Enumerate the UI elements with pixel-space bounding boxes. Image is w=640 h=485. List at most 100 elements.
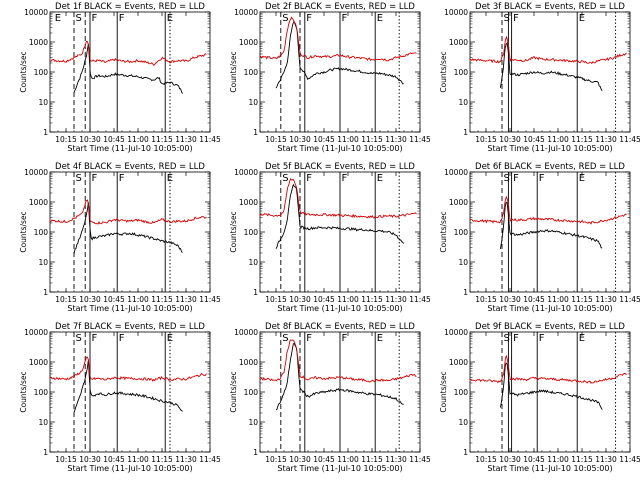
events-series-line [499,42,603,92]
y-tick-label: 100 [244,388,259,397]
y-tick-label: 1 [463,288,468,297]
x-tick-label: 10:30 [499,455,521,464]
y-tick-label: 1000 [29,358,48,367]
event-marker-label: S [504,333,510,344]
lld-series-line [259,16,417,62]
x-tick-label: 10:45 [313,455,335,464]
x-tick-label: 11:15 [571,455,593,464]
x-tick-label: 11:15 [571,295,593,304]
panel: Det 8f BLACK = Events, RED = LLD 1 10 100 10… [229,322,431,473]
y-axis-label: Counts/sec [229,51,238,92]
x-tick-label: 11:00 [337,455,359,464]
y-tick-label: 100 [454,228,469,237]
x-tick-label: 10:30 [289,455,311,464]
x-axis-label: Start Time (11-Jul-10 10:05:00) [67,304,192,313]
plot-frame [469,171,631,293]
x-tick-label: 10:45 [103,455,125,464]
event-marker-label: E [377,173,383,184]
x-axis-label: Start Time (11-Jul-10 10:05:00) [67,464,192,473]
x-tick-label: 10:30 [499,135,521,144]
x-tick-label: 11:00 [337,135,359,144]
events-series-line [73,202,183,255]
y-tick-label: 10000 [444,168,468,177]
panel: Det 5f BLACK = Events, RED = LLD 1 10 100 10… [229,162,431,313]
x-tick-label: 11:00 [337,295,359,304]
event-marker-label: F [513,13,519,24]
y-tick-label: 10 [458,418,468,427]
x-tick-label: 10:30 [499,295,521,304]
y-tick-label: 10 [458,98,468,107]
event-marker-label: S [76,13,82,24]
y-tick-label: 1 [253,448,258,457]
x-tick-label: 11:30 [385,135,407,144]
y-tick-label: 10 [248,98,258,107]
x-axis-label: Start Time (11-Jul-10 10:05:00) [487,464,612,473]
y-tick-label: 10000 [234,168,258,177]
panel-title: Det 5f BLACK = Events, RED = LLD [265,162,415,172]
x-axis-label: Start Time (11-Jul-10 10:05:00) [487,144,612,153]
x-tick-label: 10:15 [55,455,77,464]
x-tick-label: 11:30 [175,135,197,144]
x-axis-label: Start Time (11-Jul-10 10:05:00) [487,304,612,313]
y-tick-label: 100 [244,68,259,77]
panel: Det 1f BLACK = Events, RED = LLD 1 10 100 10… [19,2,221,153]
x-axis-label: Start Time (11-Jul-10 10:05:00) [277,144,402,153]
y-tick-label: 10 [38,418,48,427]
x-tick-label: 10:45 [523,455,545,464]
events-series-line [499,201,603,249]
y-tick-label: 100 [244,228,259,237]
event-marker-label: S [282,333,288,344]
events-series-line [73,43,183,94]
panel-title: Det 9f BLACK = Events, RED = LLD [475,322,625,332]
panel-title: Det 6f BLACK = Events, RED = LLD [475,162,625,172]
event-marker-label: S [504,13,510,24]
panel-title: Det 8f BLACK = Events, RED = LLD [265,322,415,332]
x-tick-label: 11:45 [199,455,221,464]
x-tick-label: 11:30 [175,455,197,464]
x-tick-label: 10:45 [313,295,335,304]
x-tick-label: 11:15 [151,295,173,304]
y-tick-label: 1 [43,448,48,457]
event-marker-label: E [55,13,61,24]
y-tick-label: 1 [463,128,468,137]
y-tick-label: 1 [43,128,48,137]
x-axis-label: Start Time (11-Jul-10 10:05:00) [67,144,192,153]
x-tick-label: 10:45 [523,295,545,304]
x-tick-label: 11:15 [151,455,173,464]
lld-series-line [469,354,627,384]
y-axis-label: Counts/sec [229,211,238,252]
y-tick-label: 100 [34,68,49,77]
x-tick-label: 10:45 [103,295,125,304]
panel: Det 4f BLACK = Events, RED = LLD 1 10 100 10… [19,162,221,313]
event-marker-label: F [306,13,312,24]
y-tick-label: 10 [38,98,48,107]
y-tick-label: 1000 [239,198,258,207]
x-tick-label: 11:00 [127,455,149,464]
x-tick-label: 11:30 [175,295,197,304]
y-tick-label: 10000 [444,8,468,17]
x-tick-label: 10:15 [475,135,497,144]
lld-series-line [49,199,207,225]
lld-series-line [259,177,417,219]
y-tick-label: 1 [253,128,258,137]
event-marker-label: S [76,333,82,344]
event-marker-label: F [92,13,98,24]
panel-title: Det 1f BLACK = Events, RED = LLD [55,2,205,12]
x-tick-label: 11:30 [595,295,617,304]
y-tick-label: 10 [248,418,258,427]
panel-title: Det 2f BLACK = Events, RED = LLD [265,2,415,12]
y-tick-label: 10000 [234,328,258,337]
y-tick-label: 1 [43,288,48,297]
x-tick-label: 10:15 [475,455,497,464]
event-marker-label: S [76,173,82,184]
event-marker-label: S [504,173,510,184]
x-tick-label: 11:45 [619,455,640,464]
x-tick-label: 11:00 [547,455,569,464]
x-tick-label: 10:15 [265,455,287,464]
y-tick-label: 1 [253,288,258,297]
x-tick-label: 11:00 [547,295,569,304]
y-axis-label: Counts/sec [439,51,448,92]
y-tick-label: 100 [34,388,49,397]
x-tick-label: 10:15 [55,295,77,304]
